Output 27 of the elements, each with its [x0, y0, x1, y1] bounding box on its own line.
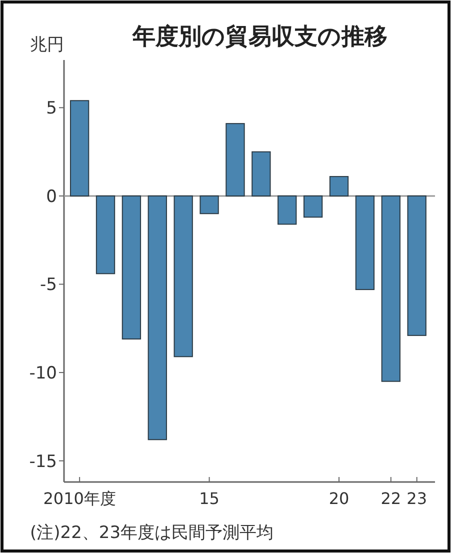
y-axis-title: 兆円 — [30, 35, 64, 55]
chart-title: 年度別の貿易収支の推移 — [132, 23, 388, 50]
bar — [96, 195, 116, 274]
x-tick-label: 15 — [199, 489, 220, 508]
bar — [355, 195, 375, 290]
text: (注)22、23年度は民間予測平均 — [30, 523, 274, 543]
bar — [148, 195, 167, 440]
bar — [252, 151, 271, 196]
x-tick-label: 2010年度 — [43, 489, 116, 508]
bar — [174, 195, 193, 358]
y-tick-label: 5 — [46, 98, 57, 119]
bar — [303, 195, 323, 218]
bar — [70, 100, 90, 196]
x-tick-label: 20 — [328, 489, 350, 508]
y-tick-label: -15 — [29, 452, 57, 472]
bar — [381, 195, 400, 382]
bar — [226, 123, 245, 196]
y-tick-label: -5 — [40, 275, 57, 296]
y-tick-label: 0 — [46, 186, 57, 207]
x-tick-label: 22 — [380, 489, 402, 508]
bar — [407, 195, 426, 336]
bar — [329, 176, 349, 196]
bar — [278, 195, 297, 225]
y-tick-label: -10 — [29, 364, 57, 384]
x-tick-label: 23 — [406, 489, 428, 508]
bar — [200, 195, 219, 214]
bar — [122, 195, 142, 340]
